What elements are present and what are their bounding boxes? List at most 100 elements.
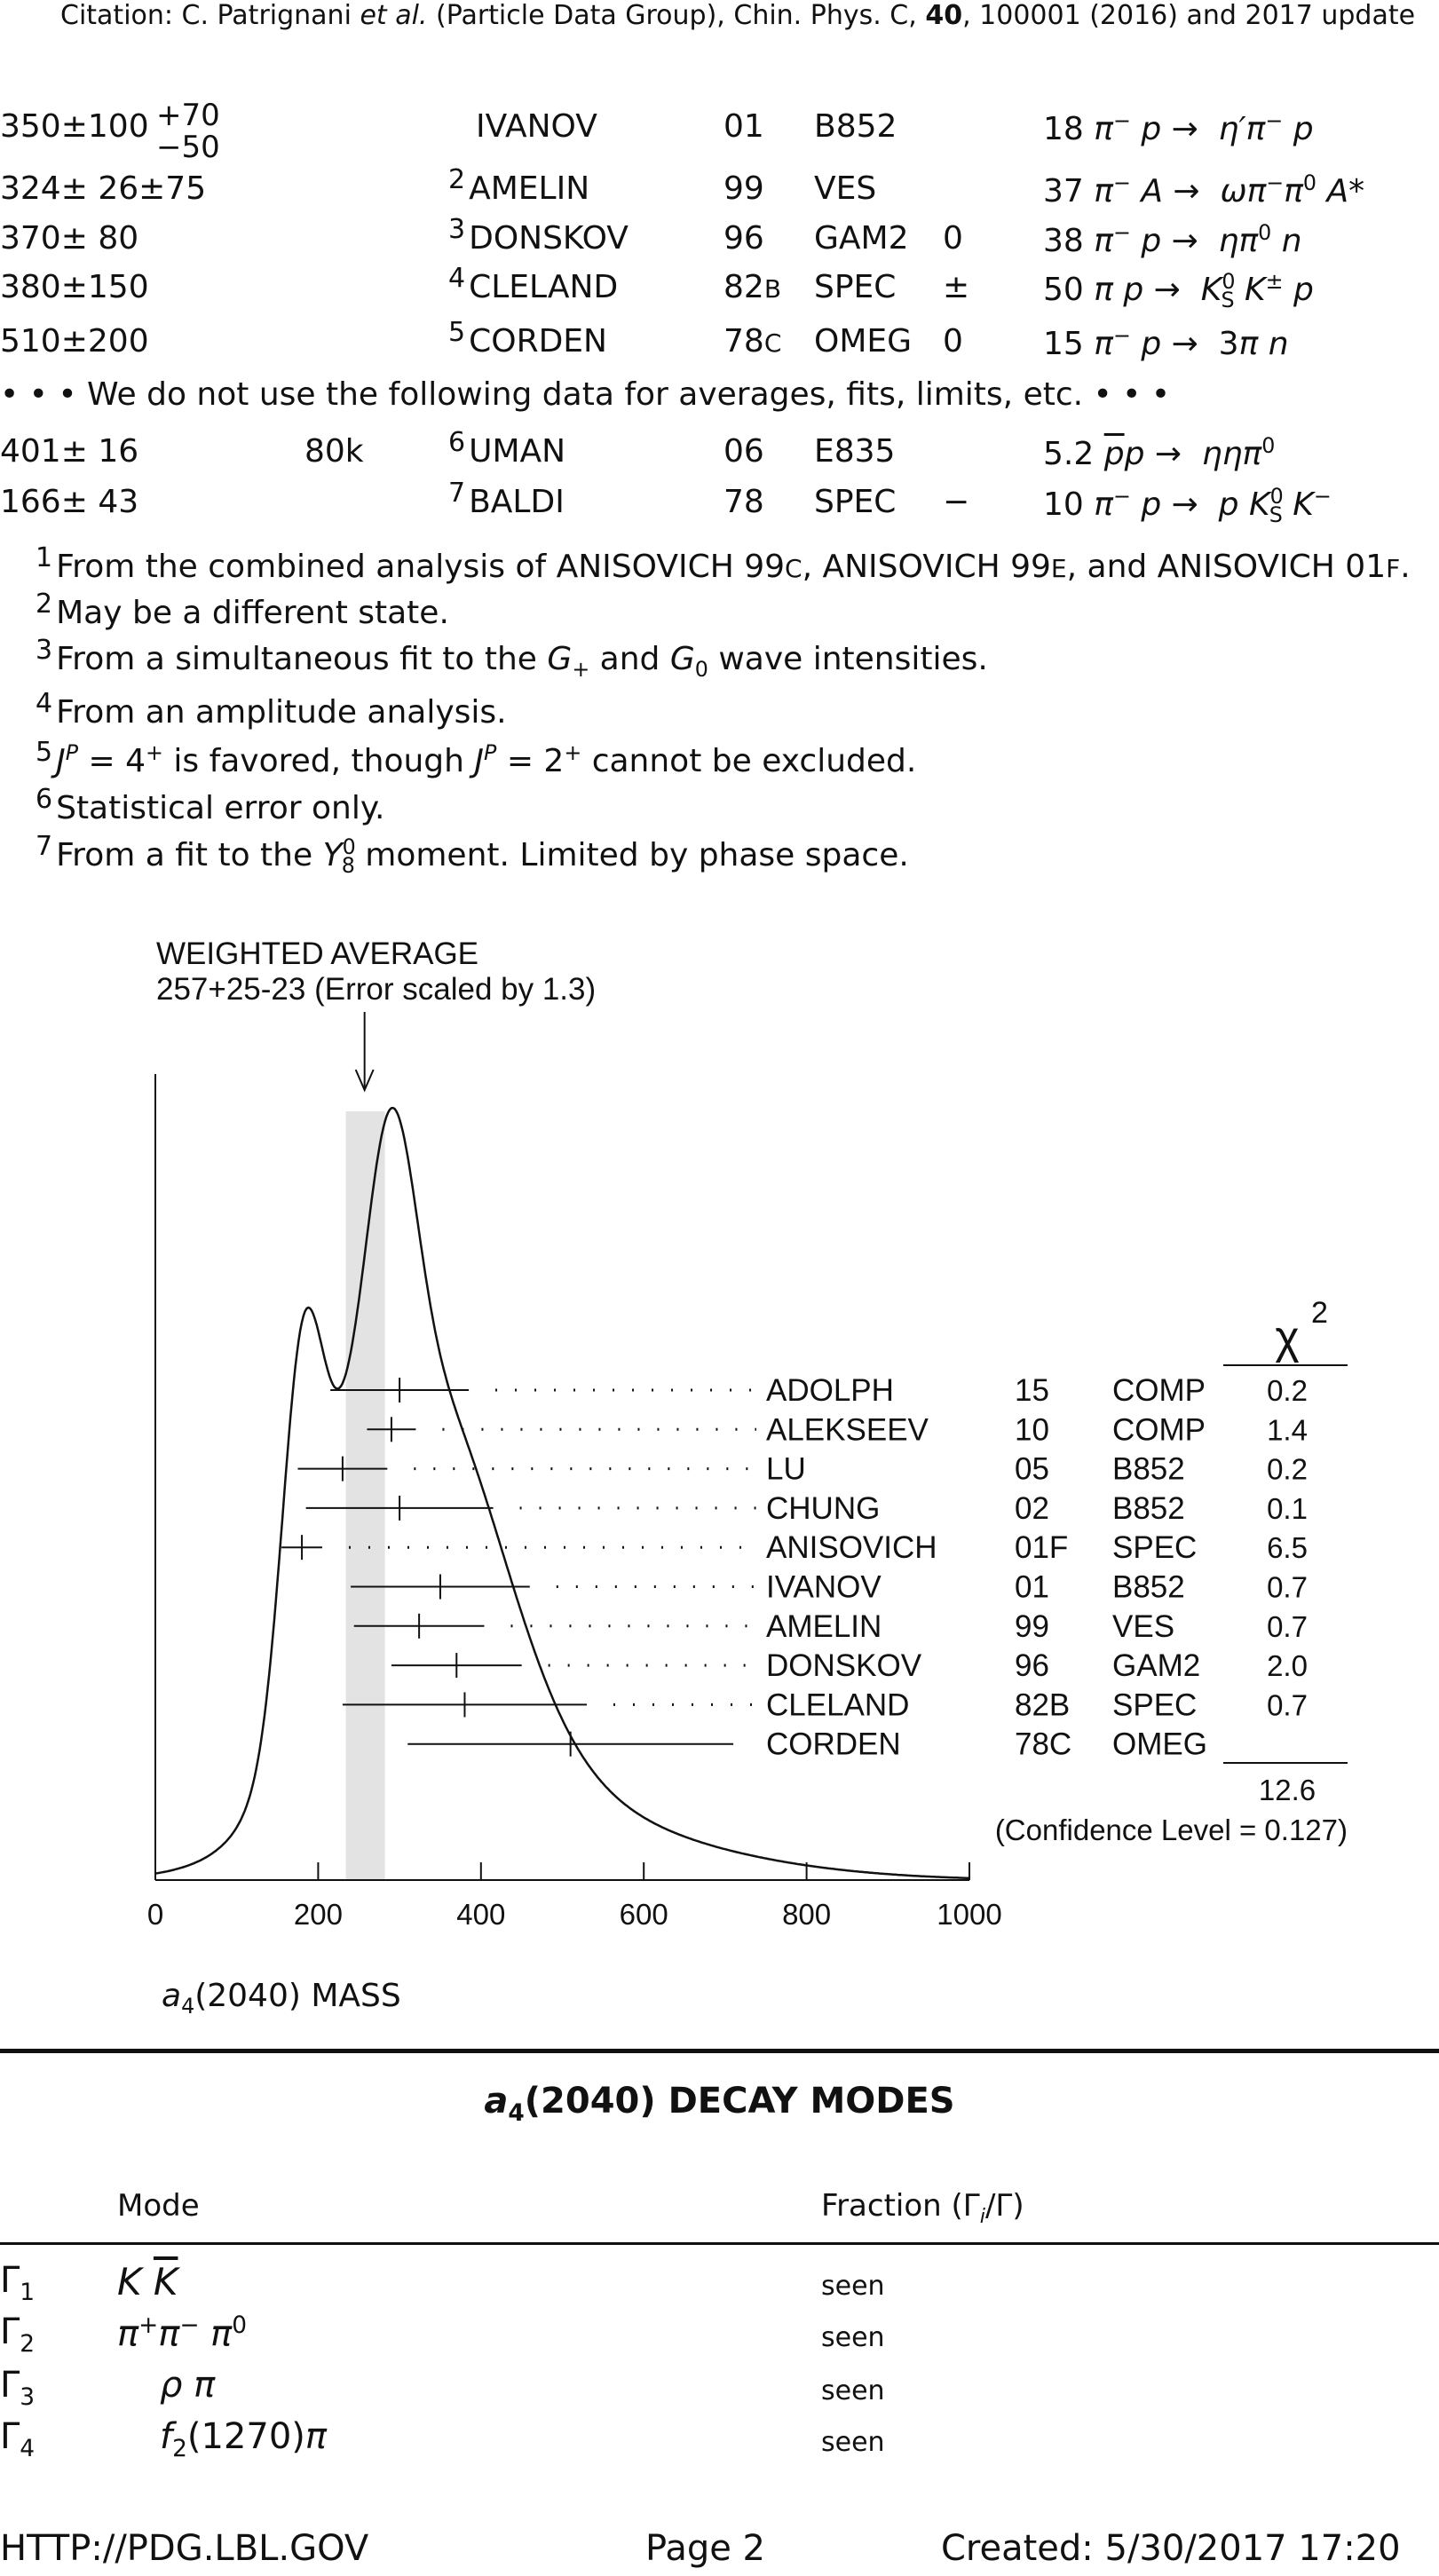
author: 2 AMELIN (448, 164, 590, 207)
row-author: CLELAND (766, 1687, 909, 1722)
confidence-level: (Confidence Level = 0.127) (995, 1813, 1348, 1846)
x-tick-label: 600 (620, 1898, 668, 1931)
year: 78 (723, 484, 764, 520)
tecn: GAM2 (814, 220, 909, 257)
value: 166± 43 (0, 484, 139, 520)
comment: 18 π− p → η′π− p (1043, 108, 1314, 147)
decay-id: Γ4 (0, 2416, 36, 2462)
footnote: 1 From the combined analysis of ANISOVICH… (36, 542, 1411, 585)
comment: 5.2 pp → ηηπ0 (1043, 433, 1276, 472)
chi2-total: 12.6 (1259, 1774, 1316, 1806)
row-chi2: 0.7 (1267, 1610, 1308, 1643)
row-author: IVANOV (766, 1570, 882, 1605)
unused-data-note: • • • We do not use the following data f… (0, 376, 1171, 413)
row-author: DONSKOV (766, 1648, 922, 1683)
x-tick-label: 200 (294, 1898, 343, 1931)
asym-error: +70 −50 (156, 98, 220, 165)
citation: Citation: C. Patrignani et al. (Particle… (60, 0, 1416, 31)
row-author: LU (766, 1452, 806, 1487)
x-tick-label: 800 (782, 1898, 831, 1931)
average-arrowhead (354, 1069, 375, 1093)
decay-header-rule (0, 2242, 1439, 2245)
row-tecn: B852 (1112, 1452, 1185, 1487)
decay-fraction: seen (821, 2271, 885, 2302)
charge: − (943, 484, 970, 520)
decay-id: Γ1 (0, 2260, 36, 2306)
row-tecn: COMP (1112, 1412, 1206, 1447)
decay-header-mode: Mode (117, 2188, 200, 2224)
author: 3 DONSKOV (448, 214, 629, 257)
row-author: ALEKSEEV (766, 1412, 929, 1447)
comment: 37 π− A → ωπ−π0 A* (1043, 170, 1365, 209)
row-year: 01 (1015, 1570, 1049, 1605)
footnote: 4 From an amplitude analysis. (36, 688, 507, 731)
tecn: SPEC (814, 484, 897, 520)
row-tecn: OMEG (1112, 1727, 1207, 1762)
row-tecn: B852 (1112, 1491, 1185, 1526)
row-author: ADOLPH (766, 1373, 894, 1408)
year: 96 (723, 220, 764, 257)
value: 401± 16 (0, 433, 139, 470)
footnote: 2 May be a different state. (36, 589, 449, 631)
decay-fraction: seen (821, 2427, 885, 2458)
row-tecn: GAM2 (1112, 1648, 1200, 1683)
row-year: 99 (1015, 1609, 1049, 1644)
x-tick-label: 1000 (937, 1898, 1001, 1931)
author: 7 BALDI (448, 478, 565, 520)
decay-mode: ρ π (160, 2365, 216, 2406)
footnote: 3 From a simultaneous fit to the G+ and G… (36, 635, 988, 683)
decay-mode: π+π− π0 (117, 2311, 248, 2355)
author: 4 CLELAND (448, 263, 619, 305)
year: 78C (723, 323, 782, 360)
tecn: VES (814, 170, 877, 207)
row-year: 01F (1015, 1530, 1068, 1565)
value: 370± 80 (0, 220, 139, 257)
row-chi2: 1.4 (1267, 1413, 1308, 1446)
tecn: B852 (814, 108, 897, 145)
chart-title: WEIGHTED AVERAGE (156, 936, 479, 971)
row-year: 96 (1015, 1648, 1049, 1683)
value: 350±100 (0, 108, 149, 145)
row-year: 78C (1015, 1727, 1071, 1762)
events: 80k (304, 433, 364, 470)
author: IVANOV (476, 108, 597, 145)
decay-id: Γ2 (0, 2311, 36, 2358)
decay-mode: K K (117, 2260, 178, 2303)
row-author: CORDEN (766, 1727, 901, 1762)
year: 99 (723, 170, 764, 207)
row-year: 05 (1015, 1452, 1049, 1487)
row-tecn: COMP (1112, 1373, 1206, 1408)
row-chi2: 6.5 (1267, 1531, 1308, 1564)
x-tick-label: 400 (456, 1898, 505, 1931)
row-author: ANISOVICH (766, 1530, 937, 1565)
row-tecn: SPEC (1112, 1530, 1197, 1565)
footnote: 5 JP = 4+ is favored, though JP = 2+ cann… (36, 737, 917, 779)
comment: 15 π− p → 3π n (1043, 323, 1289, 362)
row-chi2: 0.7 (1267, 1688, 1308, 1721)
charge: 0 (943, 220, 963, 257)
ideogram-chart: 0 200 400 600 800 1000 ADOLPH 15 COMP 0.2 ALEKSEEV… (147, 1012, 1348, 1931)
decay-title: a4(2040) DECAY MODES (484, 2081, 955, 2127)
decay-fraction: seen (821, 2375, 885, 2406)
decay-fraction: seen (821, 2322, 885, 2353)
decay-header-fraction: Fraction (Γi/Γ) (821, 2188, 1024, 2228)
row-chi2: 0.2 (1267, 1453, 1308, 1486)
footer-url: HTTP://PDG.LBL.GOV (0, 2528, 369, 2569)
year: 06 (723, 433, 764, 470)
chart-xlabel: a4(2040) MASS (162, 1978, 401, 2019)
value: 510±200 (0, 323, 149, 360)
row-year: 10 (1015, 1412, 1049, 1447)
row-year: 82B (1015, 1687, 1070, 1722)
value: 380±150 (0, 269, 149, 305)
section-divider (0, 2049, 1439, 2053)
x-tick-label: 0 (147, 1898, 163, 1931)
row-author: CHUNG (766, 1491, 880, 1526)
author: 6 UMAN (448, 427, 566, 470)
row-year: 02 (1015, 1491, 1049, 1526)
row-author: AMELIN (766, 1609, 882, 1644)
footer-created: Created: 5/30/2017 17:20 (941, 2528, 1401, 2569)
comment: 38 π− p → ηπ0 n (1043, 220, 1302, 259)
value: 324± 26±75 (0, 170, 207, 207)
tecn: SPEC (814, 269, 897, 305)
row-tecn: VES (1112, 1609, 1174, 1644)
